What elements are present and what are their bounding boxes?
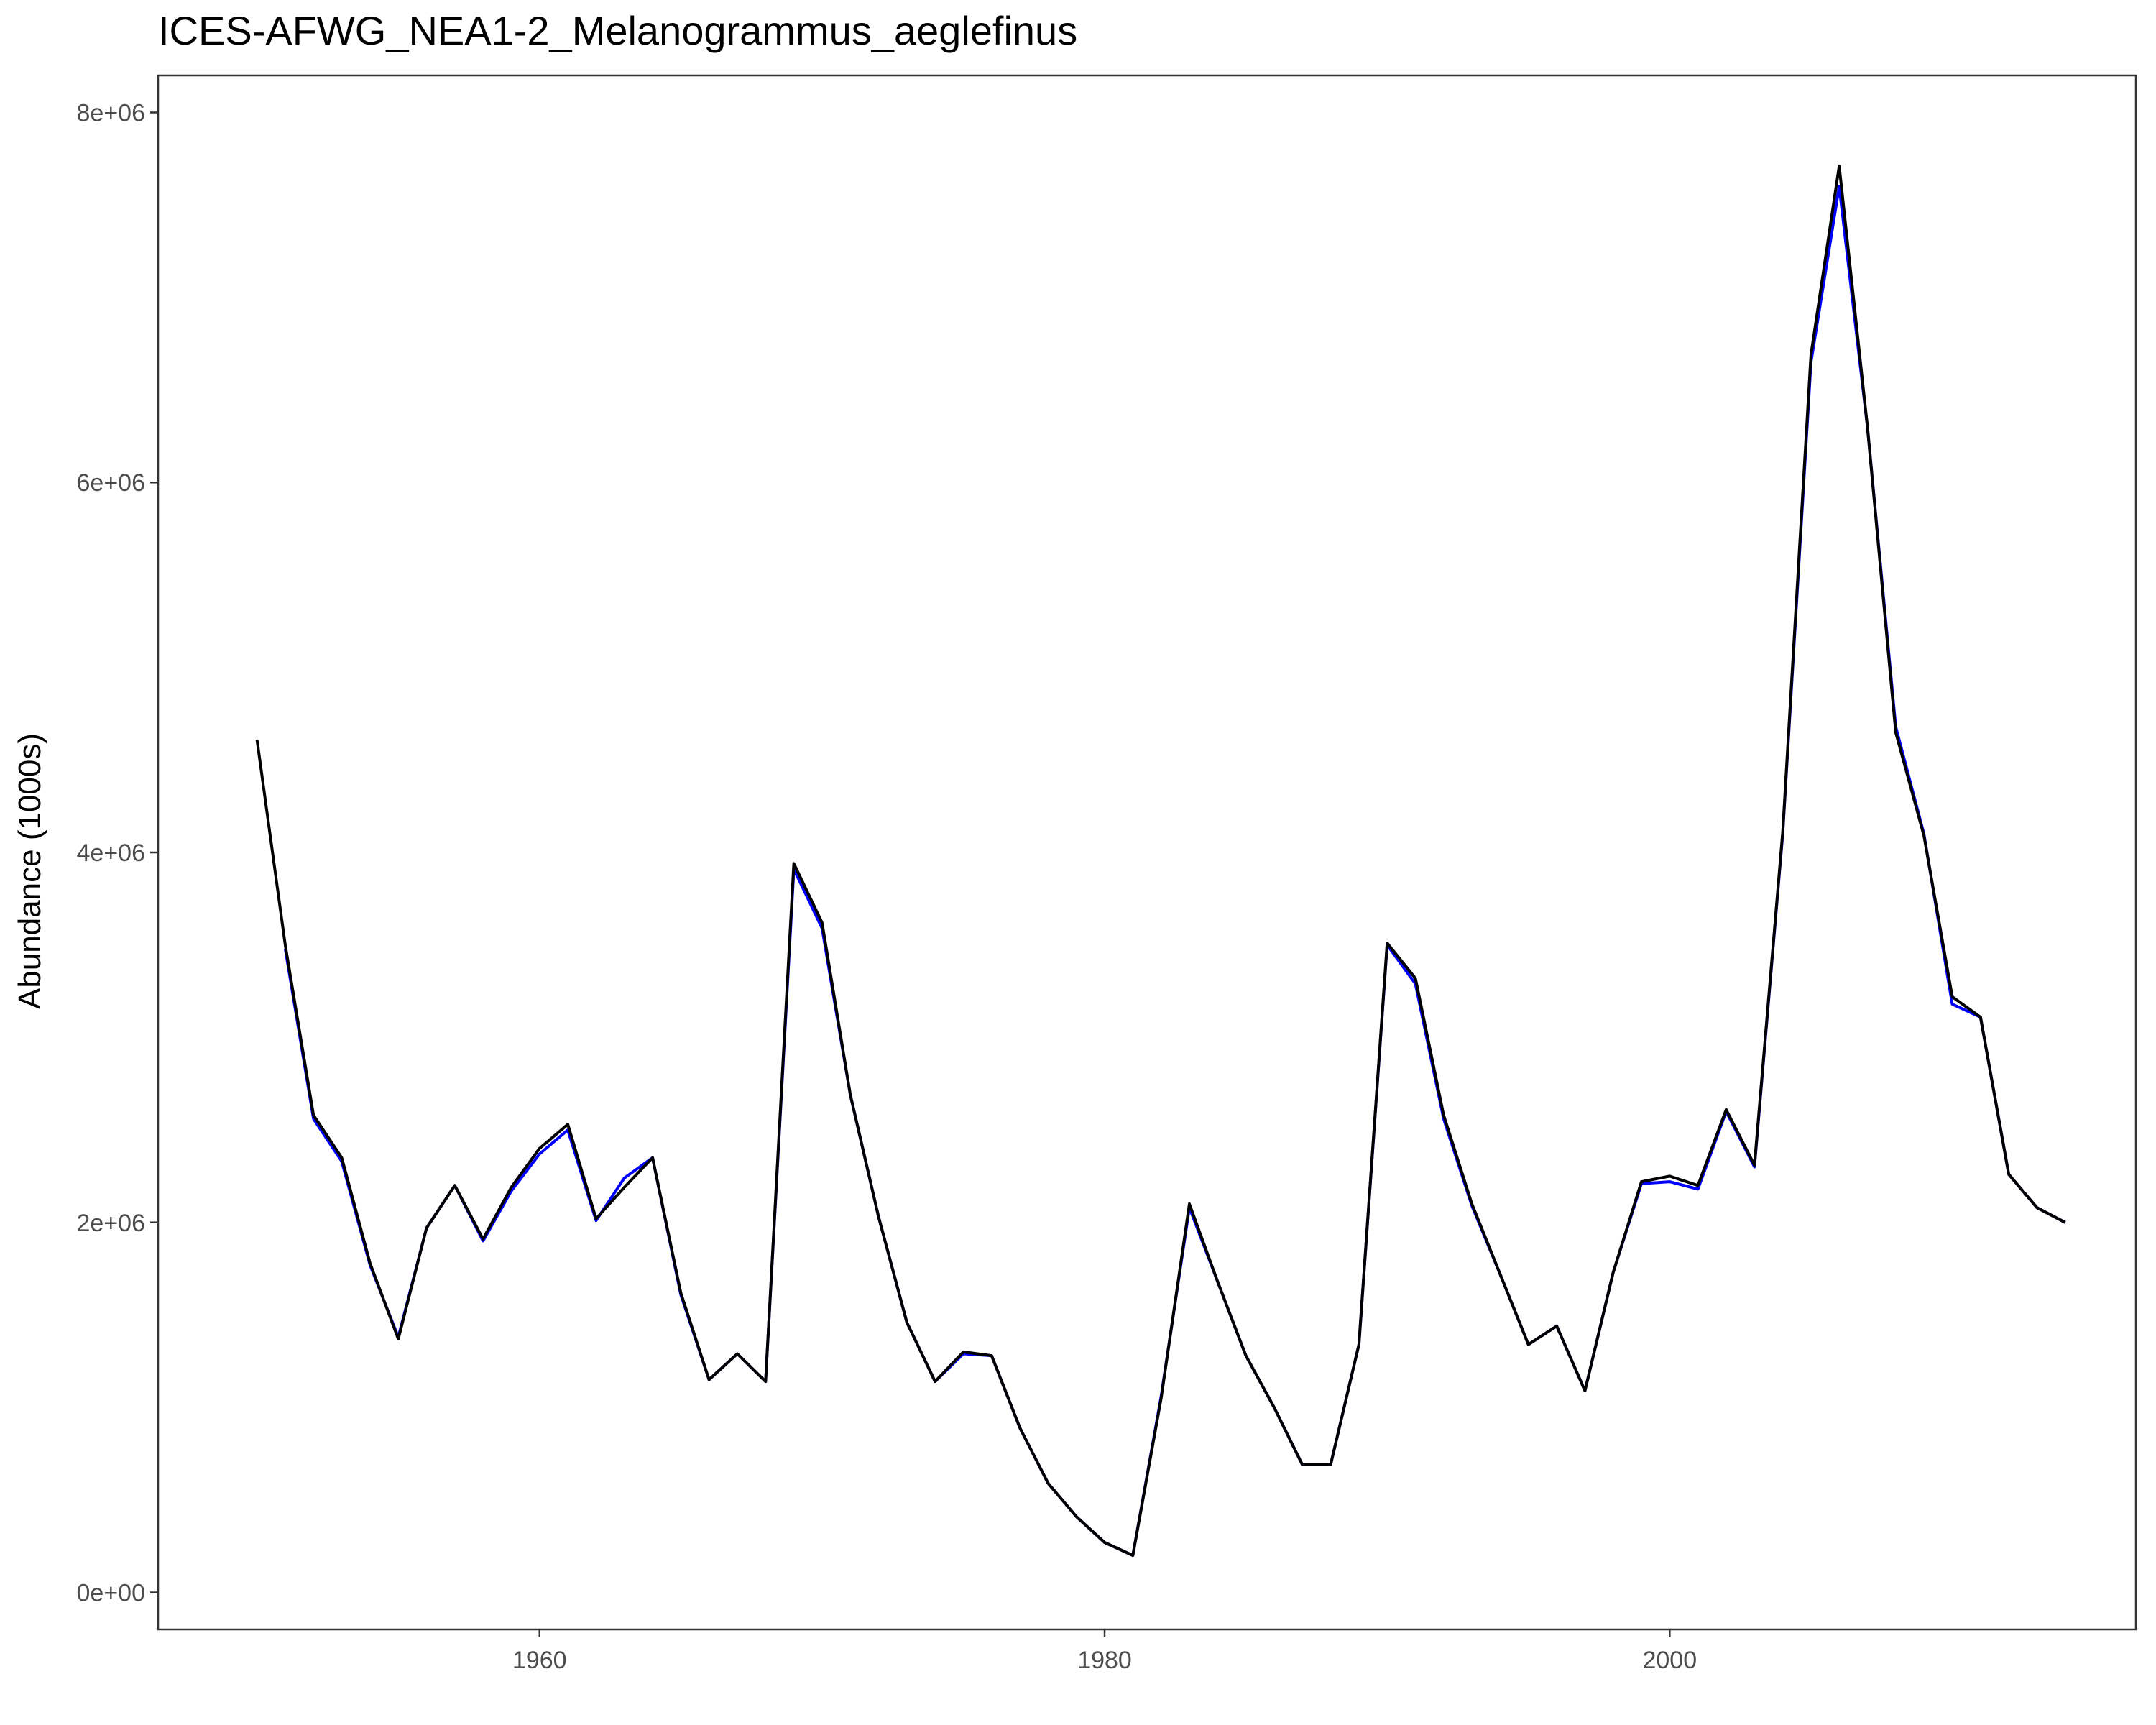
y-tick-label: 8e+06 (77, 99, 146, 126)
chart-title: ICES-AFWG_NEA1-2_Melanogrammus_aeglefinu… (158, 8, 1077, 53)
series-layer (255, 165, 2066, 1557)
y-axis-label: Abundance (1000s) (12, 733, 47, 1009)
x-tick-label: 2000 (1642, 1647, 1697, 1674)
y-tick-label: 0e+00 (77, 1580, 146, 1607)
x-tick-label: 1980 (1077, 1647, 1132, 1674)
y-axis: 0e+00 2e+06 4e+06 6e+06 8e+06 (77, 99, 158, 1607)
series-line-black (255, 165, 2066, 1557)
x-axis: 1960 1980 2000 (512, 1629, 1697, 1674)
x-tick-label: 1960 (512, 1647, 567, 1674)
y-tick-label: 2e+06 (77, 1210, 146, 1237)
y-tick-label: 6e+06 (77, 469, 146, 497)
y-tick-label: 4e+06 (77, 840, 146, 867)
